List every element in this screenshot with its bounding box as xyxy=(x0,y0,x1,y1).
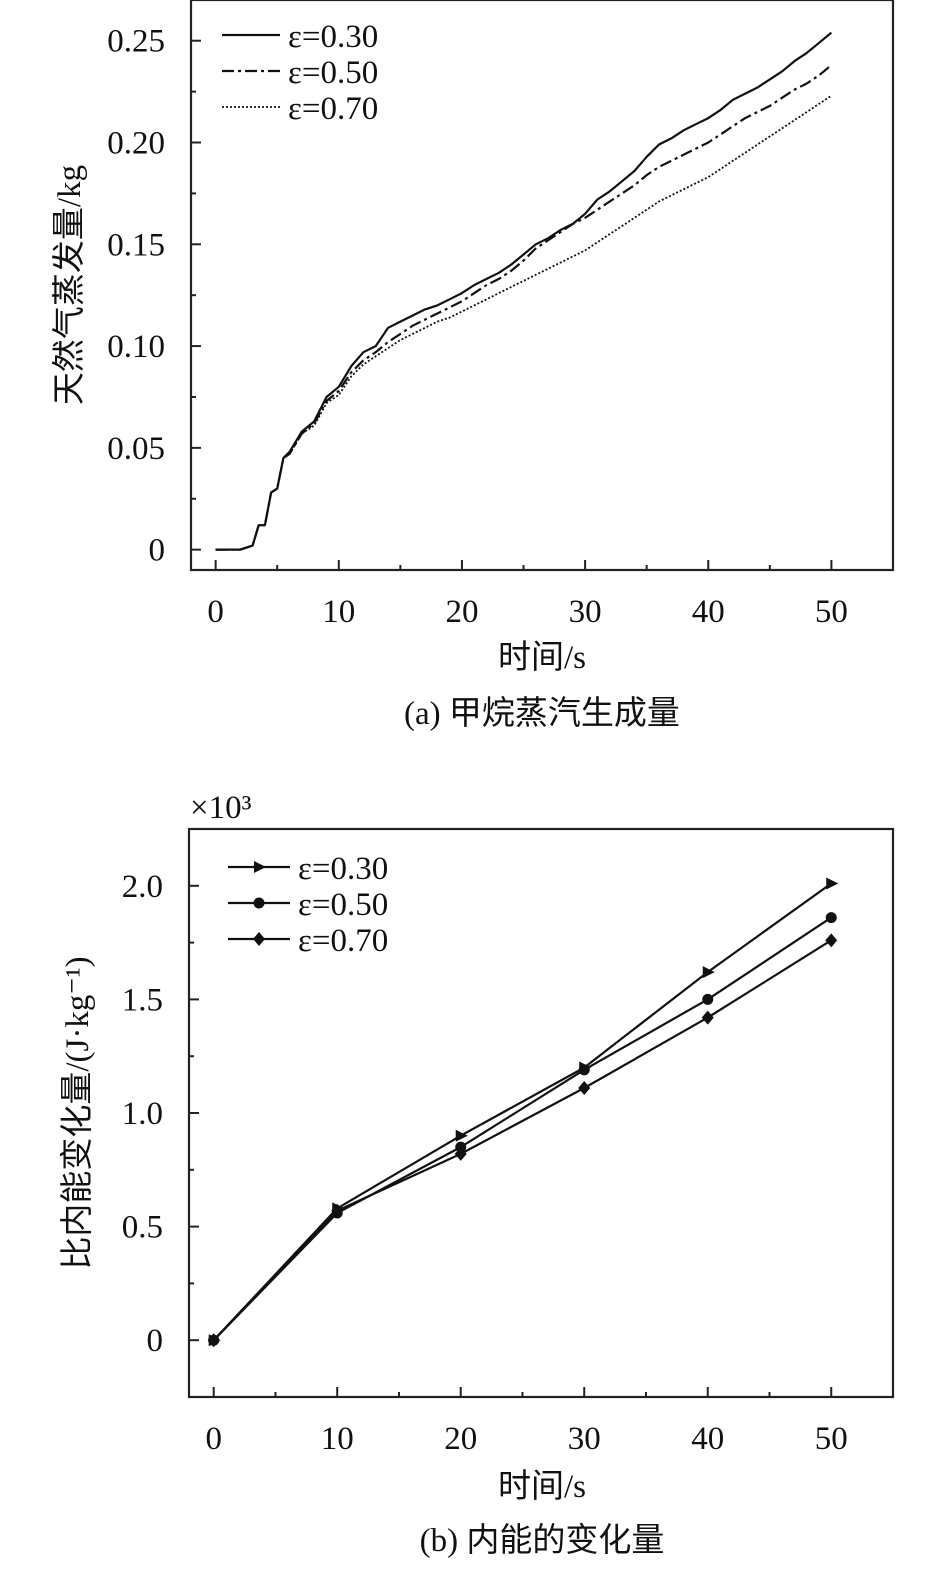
chart-b-x-tick-label: 0 xyxy=(205,1421,222,1457)
chart-b-series-3-point xyxy=(207,1333,220,1348)
chart-b-legend-label-2: ε=0.50 xyxy=(298,887,388,923)
chart-b-series-2-point xyxy=(702,993,714,1005)
chart-b-series-3-point xyxy=(578,1081,591,1096)
chart-b-y-tick-label: 0 xyxy=(147,1323,164,1359)
chart-b-legend-label-3: ε=0.70 xyxy=(298,923,388,959)
chart-b-series-line-3 xyxy=(212,939,832,1341)
chart-b-series-3-point xyxy=(701,1010,714,1025)
chart-b-legend: ε=0.30ε=0.50ε=0.70 xyxy=(228,851,388,959)
chart-a-x-tick-label: 20 xyxy=(445,594,478,630)
chart-a-x-tick-label: 50 xyxy=(815,594,848,630)
chart-a-x-tick-label: 30 xyxy=(569,594,602,630)
chart-b-series-1-point xyxy=(826,877,839,890)
chart-a-y-tick-label: 0 xyxy=(149,533,166,569)
chart-b-y-tick-label: 2.0 xyxy=(122,869,163,905)
chart-b-legend-label-1: ε=0.30 xyxy=(298,851,388,887)
chart-a-series xyxy=(215,31,833,551)
chart-b-x-tick-label: 30 xyxy=(568,1421,601,1457)
chart-b-x-tick-label: 50 xyxy=(815,1421,848,1457)
chart-b-x-tick-label: 20 xyxy=(444,1421,477,1457)
chart-a-x-tick-label: 40 xyxy=(692,594,725,630)
chart-a-x-axis-title: 时间/s xyxy=(498,640,586,676)
chart-b-multiplier: ×10³ xyxy=(190,790,252,826)
chart-b-series-2-point xyxy=(578,1064,590,1076)
chart-b-x-tick-label: 10 xyxy=(321,1421,354,1457)
chart-a-legend-label-1: ε=0.30 xyxy=(288,19,378,55)
chart-b-y-axis-title: 比内能变化量/(J·kg⁻¹) xyxy=(59,956,96,1269)
chart-a-y-tick-label: 0.05 xyxy=(107,431,165,467)
chart-b-legend-marker-2 xyxy=(253,897,265,909)
chart-b-ticks: 0 10 20 30 40 50 0 0.5 1.0 1.5 2.0 xyxy=(122,869,848,1457)
chart-b-x-tick-label: 40 xyxy=(691,1421,724,1457)
chart-b-series-1-point xyxy=(702,966,715,979)
chart-b-y-tick-label: 1.0 xyxy=(122,1096,163,1132)
chart-a-series-line-3 xyxy=(215,94,832,551)
chart-b-series-3-point xyxy=(825,933,838,948)
chart-a-y-axis-title: 天然气蒸发量/kg xyxy=(51,165,88,405)
chart-a-series-line-2 xyxy=(215,64,833,551)
chart-a-frame xyxy=(189,0,895,572)
chart-b-series xyxy=(207,877,839,1348)
chart-a-x-tick-label: 0 xyxy=(207,594,224,630)
chart-a-ticks: 0 10 20 30 40 50 0 0.05 0.10 0.15 0.20 0.25 xyxy=(107,24,848,630)
chart-b-series-3-point xyxy=(454,1146,467,1161)
chart-a-legend: ε=0.30ε=0.50ε=0.70 xyxy=(222,19,378,127)
chart-a-y-tick-label: 0.10 xyxy=(107,329,165,365)
chart-b-series-1-point xyxy=(455,1129,468,1142)
chart-a-caption: (a) 甲烷蒸汽生成量 xyxy=(404,695,680,732)
chart-a-y-tick-label: 0.25 xyxy=(107,24,165,60)
chart-a-y-tick-label: 0.20 xyxy=(107,126,165,162)
chart-b-caption: (b) 内能的变化量 xyxy=(420,1522,665,1559)
chart-a-x-tick-label: 10 xyxy=(322,594,355,630)
chart-b-series-2-point xyxy=(825,912,837,924)
chart-b-x-axis-title: 时间/s xyxy=(498,1469,586,1505)
chart-b-y-tick-label: 0.5 xyxy=(122,1210,163,1246)
chart-b-legend-marker-1 xyxy=(254,861,266,873)
chart-a-legend-label-3: ε=0.70 xyxy=(288,91,378,127)
chart-b-y-tick-label: 1.5 xyxy=(122,982,163,1018)
chart-a-series-line-1 xyxy=(215,31,833,551)
chart-b-series-3-point xyxy=(331,1203,344,1218)
chart-b-legend-marker-3 xyxy=(253,932,265,946)
chart-a-legend-label-2: ε=0.50 xyxy=(288,55,378,91)
chart-b-series-line-2 xyxy=(212,916,832,1341)
chart-a-y-tick-label: 0.15 xyxy=(107,227,165,263)
chart-b-series-line-1 xyxy=(212,882,832,1341)
